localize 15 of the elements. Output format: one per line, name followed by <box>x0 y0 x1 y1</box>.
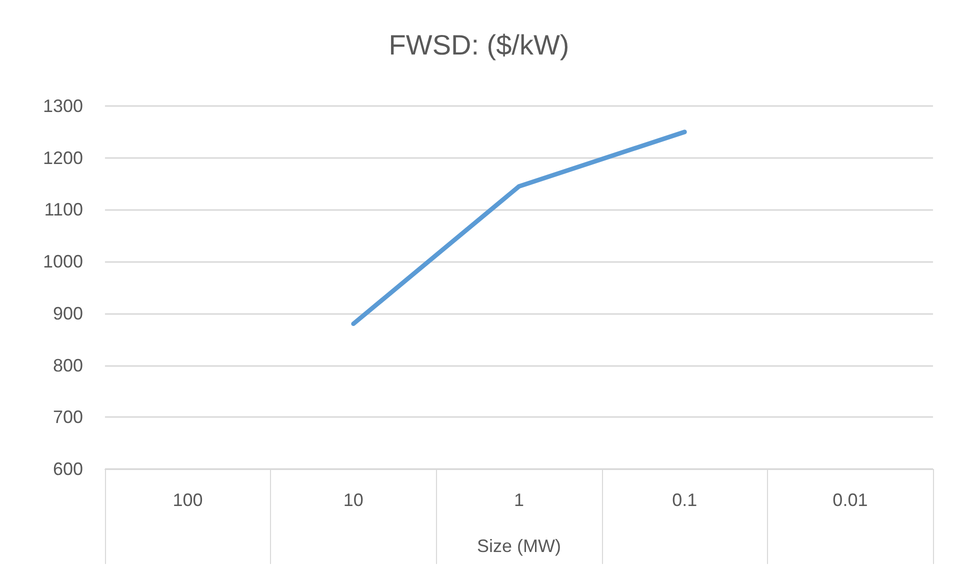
x-axis-title: Size (MW) <box>477 536 561 556</box>
y-tick-label: 1000 <box>42 252 83 272</box>
y-tick-label: 900 <box>52 303 83 324</box>
x-tick-label: 1 <box>514 490 524 510</box>
x-tick-label: 10 <box>343 490 364 510</box>
y-tick-label: 1100 <box>44 200 83 220</box>
chart-title: FWSD: ($/kW) <box>388 30 570 60</box>
y-tick-label: 700 <box>52 407 83 428</box>
x-tick-label: 0.1 <box>672 490 698 510</box>
x-tick-label: 0.01 <box>832 490 868 510</box>
y-tick-label: 800 <box>52 355 83 376</box>
x-tick-label: 100 <box>172 490 203 510</box>
y-tick-label: 1300 <box>42 96 83 116</box>
y-tick-label: 600 <box>52 459 83 479</box>
y-tick-label: 1200 <box>42 148 83 168</box>
